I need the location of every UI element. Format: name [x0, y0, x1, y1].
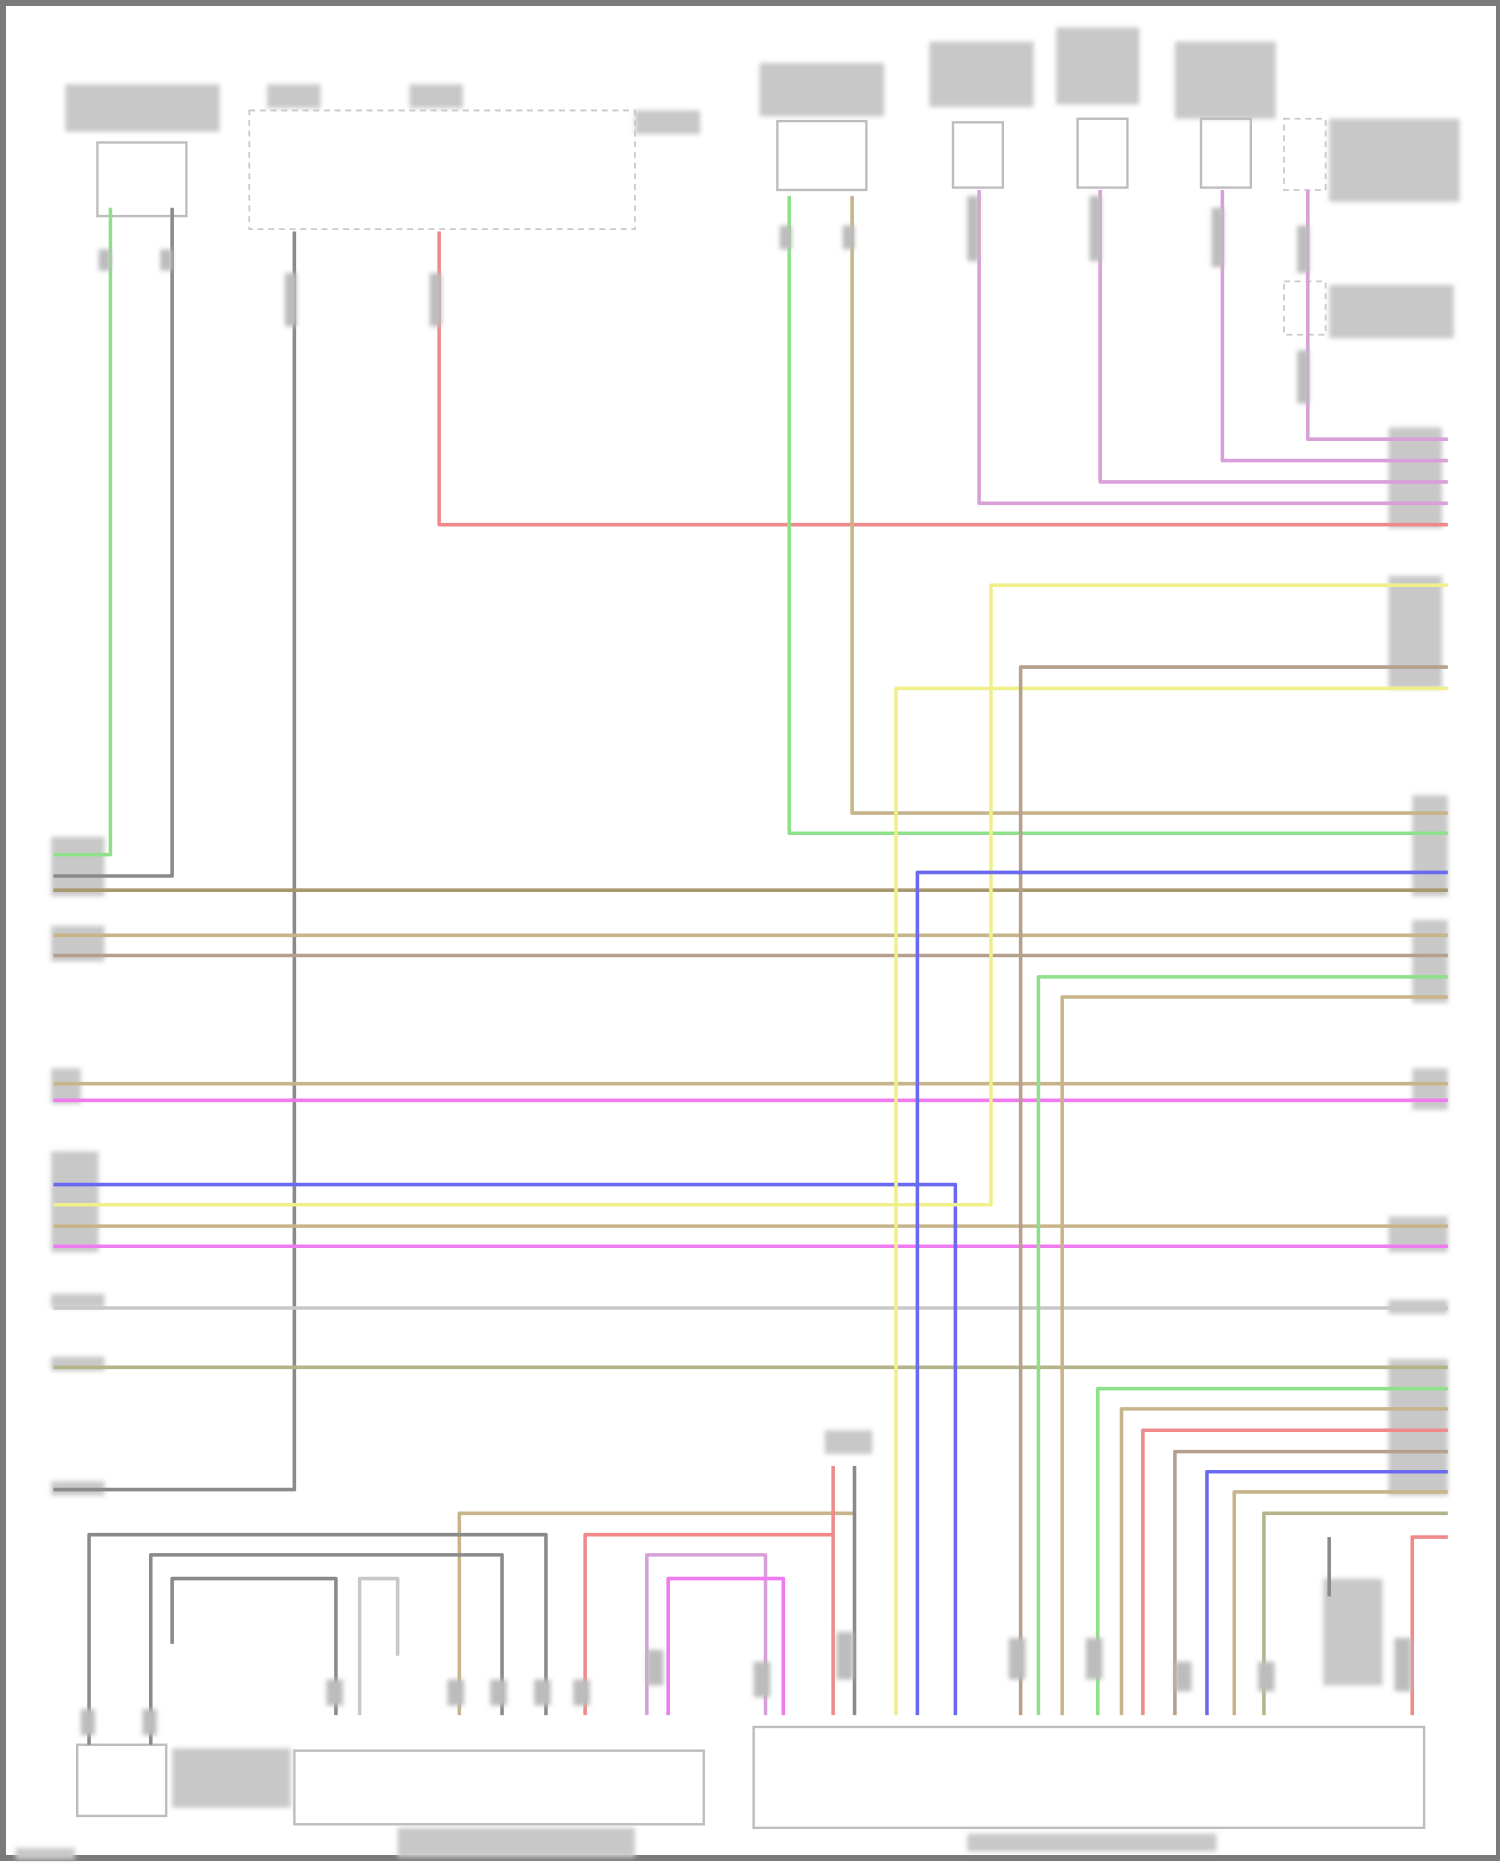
- wire: [357, 1576, 400, 1716]
- wire: [894, 686, 1448, 1716]
- wire: [87, 1532, 548, 1745]
- wire: [1173, 1449, 1448, 1716]
- component-box: [96, 141, 188, 218]
- wire: [1232, 1490, 1448, 1716]
- wire: [1205, 1469, 1448, 1716]
- wire: [1095, 1386, 1448, 1716]
- connectors: [80, 195, 1412, 1736]
- label-placeholders: [15, 27, 1460, 1860]
- wire: [1098, 189, 1448, 484]
- wire: [170, 1576, 338, 1716]
- wire: [1018, 665, 1448, 1716]
- wire: [1036, 975, 1448, 1716]
- wire: [53, 1182, 958, 1716]
- wire: [53, 231, 297, 1492]
- wire: [1262, 1511, 1448, 1716]
- wire: [977, 189, 1448, 506]
- wire: [645, 1553, 768, 1716]
- wire: [437, 231, 1448, 527]
- wire: [666, 1576, 786, 1716]
- wire: [1220, 189, 1448, 463]
- component-box: [1199, 117, 1253, 189]
- wire: [583, 1532, 834, 1716]
- wire: [1141, 1428, 1448, 1716]
- control-module-center: [293, 1749, 705, 1826]
- wire: [53, 583, 1448, 1207]
- wiring-diagram: [15, 27, 1460, 1860]
- component-box: [1076, 117, 1129, 189]
- wire: [53, 207, 113, 857]
- wire: [148, 1553, 504, 1745]
- component-box: [1283, 280, 1327, 336]
- control-module-right: [752, 1725, 1426, 1830]
- wire: [787, 195, 1448, 836]
- wire: [53, 207, 174, 878]
- component-box: [951, 121, 1005, 189]
- wire: [915, 870, 1448, 1716]
- wire: [1119, 1407, 1448, 1716]
- component-box: [1283, 117, 1327, 191]
- components: [76, 109, 1426, 1830]
- fuse-block: [248, 109, 636, 231]
- component-box: [776, 119, 868, 192]
- control-module-left: [76, 1743, 168, 1818]
- wire: [850, 195, 1448, 815]
- wire: [1060, 995, 1448, 1716]
- wire: [457, 1511, 855, 1716]
- wire: [1410, 1535, 1448, 1716]
